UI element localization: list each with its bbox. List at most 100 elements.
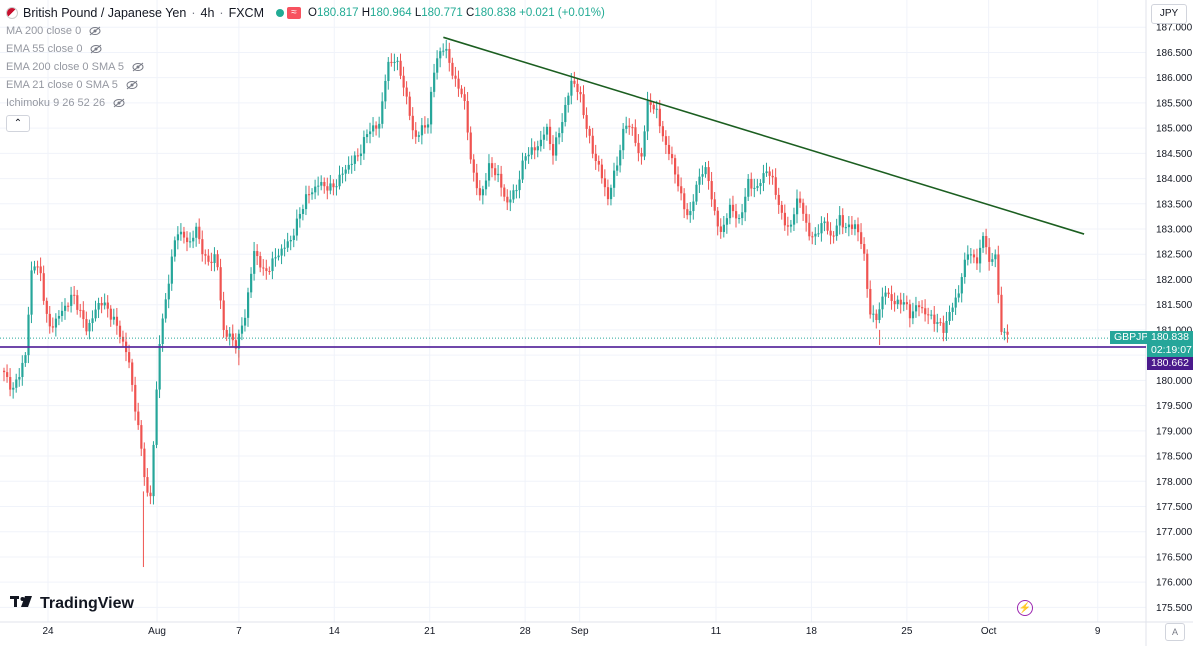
candle-body	[494, 168, 497, 176]
candle-body	[805, 213, 808, 223]
candle-body	[436, 58, 439, 73]
indicator-label[interactable]: Ichimoku 9 26 52 26	[6, 97, 106, 109]
candle-body	[884, 292, 887, 297]
candle-body	[27, 314, 30, 356]
candle-body	[48, 313, 51, 327]
candle-body	[622, 128, 625, 151]
candle-body	[484, 180, 488, 190]
candle-body	[76, 295, 79, 310]
candle-body	[750, 178, 753, 189]
candle-body	[158, 344, 161, 390]
candle-body	[893, 300, 896, 305]
symbol-title-row[interactable]: British Pound / Japanese Yen · 4h · FXCM…	[6, 4, 605, 22]
candle-body	[500, 173, 503, 188]
candle-body	[606, 187, 610, 200]
indicator-label[interactable]: EMA 21 close 0 SMA 5	[6, 79, 118, 91]
candle-body	[918, 305, 921, 308]
candle-body	[497, 173, 500, 176]
candle-body	[466, 101, 469, 133]
y-tick-label: 182.500	[1156, 250, 1193, 261]
candle-body	[1006, 331, 1009, 335]
market-status-dot[interactable]	[276, 9, 284, 17]
candle-body	[799, 198, 802, 203]
candle-body	[759, 183, 762, 187]
candle-body	[533, 147, 536, 151]
candle-body	[347, 164, 350, 170]
candle-body	[149, 492, 152, 497]
candle-body	[643, 131, 646, 157]
indicator-label[interactable]: MA 200 close 0	[6, 25, 82, 37]
candle-body	[701, 174, 704, 177]
indicator-row[interactable]: MA 200 close 0	[6, 22, 605, 40]
candle-body	[213, 254, 216, 264]
candle-body	[835, 225, 838, 237]
candle-body	[332, 183, 335, 188]
candle-body	[686, 209, 689, 216]
candle-body	[387, 61, 390, 81]
candle-body	[512, 190, 515, 200]
candle-body	[399, 60, 402, 76]
interval-label[interactable]: 4h	[200, 6, 215, 20]
candle-body	[527, 154, 530, 157]
candle-body	[814, 233, 817, 237]
candle-body	[573, 80, 576, 84]
candle-body	[265, 268, 268, 271]
candle-body	[545, 126, 549, 135]
lightning-icon[interactable]: ⚡	[1017, 600, 1033, 616]
indicator-label[interactable]: EMA 55 close 0	[6, 43, 83, 55]
indicator-row[interactable]: EMA 200 close 0 SMA 5	[6, 58, 605, 76]
candle-body	[939, 322, 942, 324]
x-tick-label: Sep	[571, 626, 589, 637]
indicator-row[interactable]: Ichimoku 9 26 52 26	[6, 94, 605, 112]
candle-body	[631, 127, 634, 129]
x-tick-label: 9	[1095, 626, 1101, 637]
candle-body	[927, 314, 930, 316]
indicator-row[interactable]: EMA 55 close 0	[6, 40, 605, 58]
candle-body	[674, 158, 677, 175]
candle-body	[588, 128, 591, 136]
candle-body	[704, 167, 707, 175]
candle-body	[442, 50, 445, 52]
eye-hidden-icon[interactable]	[90, 44, 102, 54]
candle-body	[796, 198, 799, 215]
y-tick-label: 179.500	[1156, 401, 1193, 412]
y-tick-label: 187.000	[1156, 23, 1193, 34]
eye-hidden-icon[interactable]	[113, 98, 125, 108]
candle-body	[914, 305, 918, 312]
indicator-label[interactable]: EMA 200 close 0 SMA 5	[6, 61, 125, 73]
candle-body	[335, 186, 338, 188]
symbol-title[interactable]: British Pound / Japanese Yen	[23, 6, 187, 20]
eye-hidden-icon[interactable]	[126, 80, 138, 90]
eye-hidden-icon[interactable]	[89, 26, 101, 36]
candle-body	[100, 302, 103, 306]
candle-body	[777, 194, 780, 205]
candle-body	[774, 177, 777, 195]
candle-body	[640, 153, 643, 157]
candle-body	[975, 257, 979, 264]
eye-hidden-icon[interactable]	[132, 62, 144, 72]
collapse-legend-button[interactable]: ⌃	[6, 115, 30, 132]
candle-body	[195, 226, 198, 238]
candle-body	[655, 108, 658, 110]
currency-button[interactable]: JPY	[1151, 4, 1187, 24]
wave-badge[interactable]: ≈	[287, 7, 301, 19]
candle-body	[420, 125, 424, 136]
tradingview-watermark[interactable]: TradingView	[10, 594, 134, 613]
candle-body	[192, 237, 195, 242]
candle-body	[320, 181, 323, 186]
candle-body	[899, 299, 902, 305]
candle-body	[695, 184, 698, 202]
auto-scale-button[interactable]: A	[1165, 623, 1185, 641]
x-tick-label: 7	[236, 626, 242, 637]
candle-body	[311, 192, 314, 195]
candle-body	[646, 100, 649, 132]
candle-body	[530, 147, 533, 155]
candle-body	[253, 251, 256, 274]
candle-body	[475, 172, 478, 189]
candle-body	[771, 175, 774, 178]
indicator-row[interactable]: EMA 21 close 0 SMA 5	[6, 76, 605, 94]
candle-body	[42, 273, 45, 301]
candle-body	[9, 377, 12, 390]
candle-body	[613, 170, 616, 188]
